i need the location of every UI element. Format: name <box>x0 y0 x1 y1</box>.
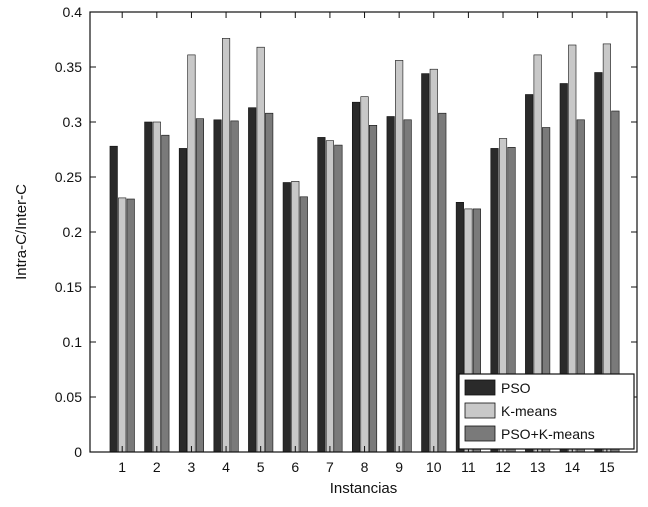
legend-label: K-means <box>501 403 557 419</box>
bar-pso-k-means-10 <box>438 112 447 453</box>
legend-label: PSO <box>501 380 531 396</box>
bar-pso-1 <box>109 145 118 453</box>
y-tick-label: 0 <box>74 444 82 460</box>
bar-pso-k-means-6 <box>299 196 308 453</box>
y-tick-label: 0.15 <box>55 279 82 295</box>
bar-pso-k-means-3 <box>195 118 204 453</box>
bar-pso-k-means-7 <box>334 144 343 453</box>
bar-k-means-4 <box>222 38 231 453</box>
x-tick-label: 15 <box>599 459 615 475</box>
x-tick-label: 5 <box>257 459 265 475</box>
bar-pso-k-means-9 <box>403 119 412 453</box>
bar-pso-9 <box>386 116 395 453</box>
bar-pso-k-means-8 <box>368 125 378 453</box>
bar-k-means-8 <box>360 96 369 453</box>
bar-k-means-5 <box>256 46 265 453</box>
x-tick-label: 13 <box>530 459 546 475</box>
y-tick-label: 0.25 <box>55 169 82 185</box>
x-tick-label: 9 <box>395 459 403 475</box>
bar-k-means-6 <box>291 181 300 453</box>
axes-layer: 00.050.10.150.20.250.30.350.41 2 3 4 5 6 7 8 9 10… <box>55 4 638 475</box>
y-tick-label: 0.3 <box>63 114 83 130</box>
x-tick-label: 12 <box>495 459 511 475</box>
x-tick-label: 4 <box>222 459 230 475</box>
bar-k-means-7 <box>325 140 334 453</box>
legend-swatch <box>464 402 496 419</box>
x-tick-label: 3 <box>188 459 196 475</box>
bar-k-means-1 <box>118 197 127 453</box>
bar-pso-k-means-2 <box>161 134 170 453</box>
x-tick-label: 14 <box>564 459 580 475</box>
bar-pso-k-means-4 <box>230 120 239 453</box>
bar-k-means-10 <box>429 68 438 453</box>
bar-pso-4 <box>213 119 222 453</box>
bars-layer <box>109 38 620 453</box>
x-tick-label: 7 <box>326 459 334 475</box>
y-tick-label: 0.35 <box>55 59 82 75</box>
y-tick-label: 0.4 <box>63 4 83 20</box>
y-tick-label: 0.2 <box>63 224 83 240</box>
bar-pso-6 <box>282 182 291 453</box>
bar-k-means-9 <box>395 60 404 453</box>
bar-pso-2 <box>144 121 153 453</box>
x-tick-label: 11 <box>461 459 476 475</box>
legend-swatch <box>464 425 496 442</box>
x-axis-title: Instancias <box>330 480 398 497</box>
bar-pso-3 <box>178 148 187 453</box>
x-tick-label: 6 <box>291 459 299 475</box>
y-axis-title: Intra-C/Inter-C <box>13 184 30 280</box>
bar-pso-k-means-1 <box>126 198 135 453</box>
y-tick-label: 0.1 <box>63 334 83 350</box>
x-tick-label: 2 <box>153 459 161 475</box>
x-tick-label: 10 <box>426 459 442 475</box>
bar-k-means-3 <box>187 54 196 453</box>
bar-pso-k-means-5 <box>265 112 274 453</box>
bar-pso-10 <box>421 73 430 453</box>
bar-k-means-2 <box>152 121 161 453</box>
x-tick-label: 1 <box>118 459 126 475</box>
y-tick-label: 0.05 <box>55 389 82 405</box>
bar-pso-8 <box>351 101 361 453</box>
bar-pso-7 <box>317 137 326 453</box>
x-tick-label: 8 <box>361 459 369 475</box>
legend-label: PSO+K-means <box>501 426 595 442</box>
legend: PSO K-means PSO+K-means <box>458 373 635 450</box>
legend-swatch <box>464 379 496 396</box>
bar-pso-5 <box>248 107 257 453</box>
